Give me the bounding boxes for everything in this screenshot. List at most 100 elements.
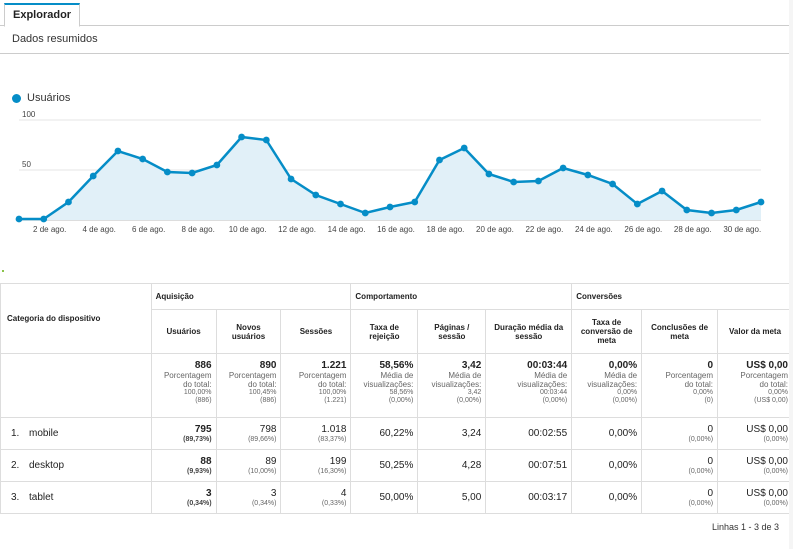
data-point	[114, 147, 122, 155]
data-point	[683, 206, 691, 214]
users-area	[19, 137, 761, 220]
cell-pages: 4,28	[417, 449, 487, 482]
subtab-bar: Dados resumidos	[0, 26, 793, 54]
y-axis: 100 50	[22, 110, 36, 169]
col-avg-duration[interactable]: Duração média da sessão	[485, 309, 573, 354]
group-acquisition: Aquisição	[150, 283, 352, 310]
x-tick-label: 6 de ago.	[132, 225, 165, 234]
col-goal-completions[interactable]: Conclusões de meta	[641, 309, 719, 354]
col-new-users[interactable]: Novos usuários	[215, 309, 282, 354]
cell-bounce: 60,22%	[350, 417, 419, 450]
group-behavior: Comportamento	[350, 283, 573, 310]
cell-conv-rate: 0,00%	[571, 449, 643, 482]
row-category-link[interactable]: mobile	[29, 428, 59, 439]
x-tick-label: 16 de ago.	[377, 225, 415, 234]
users-line-chart[interactable]: 100 50 2 de ago. 4 de ago. 6 de ago. 8 de ag…	[0, 105, 770, 240]
row-category: 3. tablet	[0, 481, 152, 514]
row-category: 2. desktop	[0, 449, 152, 482]
row-index: 3.	[11, 492, 20, 503]
totals-cell: 0,00% Média de visualizações: 0,00% (0,00%)	[571, 353, 643, 418]
subtab-dados-resumidos[interactable]: Dados resumidos	[12, 33, 98, 45]
row-category-link[interactable]: tablet	[29, 492, 54, 503]
col-goal-value[interactable]: Valor da meta	[717, 309, 793, 354]
data-point	[411, 198, 419, 206]
y-tick-label: 100	[22, 110, 36, 119]
data-point	[510, 178, 518, 186]
cell-duration: 00:07:51	[485, 449, 573, 482]
category-header[interactable]: Categoria do dispositivo	[0, 283, 152, 354]
data-point	[287, 175, 295, 183]
x-tick-label: 22 de ago.	[525, 225, 563, 234]
row-category-link[interactable]: desktop	[29, 460, 65, 471]
totals-cell: 3,42 Média de visualizações: 3,42 (0,00%)	[417, 353, 487, 418]
cell-sessions: 199 (16,30%)	[280, 449, 352, 482]
data-point	[732, 206, 740, 214]
cell-users: 795 (89,73%)	[150, 417, 217, 450]
data-point	[436, 156, 443, 164]
row-index: 2.	[11, 460, 20, 471]
table-row: 1. mobile 795 (89,73%) 798 (89,66%) 1.018 (8…	[0, 417, 793, 450]
rows-pagination: Linhas 1 - 3 de 3	[711, 522, 779, 532]
col-users[interactable]: Usuários	[150, 309, 217, 354]
data-point	[361, 209, 369, 217]
data-point	[164, 168, 171, 176]
legend-dot-icon	[12, 93, 21, 103]
data-point	[386, 203, 394, 211]
data-point	[757, 198, 765, 206]
cell-completions: 0 (0,00%)	[641, 481, 719, 514]
data-point	[337, 200, 344, 208]
x-tick-label: 24 de ago.	[575, 225, 613, 234]
data-point	[460, 144, 468, 152]
data-point	[188, 169, 196, 177]
data-point	[15, 215, 23, 223]
data-point	[213, 161, 221, 169]
legend-label: Usuários	[27, 92, 71, 104]
data-point	[40, 215, 48, 223]
data-point	[535, 177, 542, 185]
cell-users: 88 (9,93%)	[150, 449, 217, 482]
data-point	[89, 172, 97, 180]
cell-value: US$ 0,00 (0,00%)	[717, 449, 793, 482]
data-point	[609, 180, 616, 188]
cell-conv-rate: 0,00%	[571, 481, 643, 514]
tab-explorador[interactable]: Explorador	[4, 3, 81, 27]
data-point	[584, 171, 592, 179]
totals-empty	[0, 353, 152, 418]
cell-users: 3 (0,34%)	[150, 481, 217, 514]
cell-sessions: 4 (0,33%)	[280, 481, 352, 514]
x-tick-label: 28 de ago.	[674, 225, 712, 234]
col-pages-session[interactable]: Páginas / sessão	[417, 309, 487, 354]
x-tick-label: 12 de ago.	[278, 225, 316, 234]
data-point	[65, 198, 72, 206]
col-bounce-rate[interactable]: Taxa de rejeição	[350, 309, 419, 354]
cell-pages: 5,00	[417, 481, 487, 514]
cell-new-users: 798 (89,66%)	[215, 417, 282, 450]
x-tick-label: 8 de ago.	[181, 225, 214, 234]
x-tick-label: 4 de ago.	[83, 225, 116, 234]
data-point	[139, 155, 147, 163]
col-sessions[interactable]: Sessões	[280, 309, 352, 354]
vertical-scrollbar[interactable]	[789, 0, 793, 549]
x-tick-label: 14 de ago.	[328, 225, 366, 234]
x-tick-label: 10 de ago.	[229, 225, 267, 234]
cell-new-users: 89 (10,00%)	[215, 449, 282, 482]
y-tick-label: 50	[22, 160, 31, 169]
table-row: 2. desktop 88 (9,93%) 89 (10,00%) 199 (16,30…	[0, 449, 793, 482]
row-index: 1.	[11, 428, 20, 439]
cell-bounce: 50,25%	[350, 449, 419, 482]
chart-legend[interactable]: Usuários	[12, 92, 70, 104]
cell-completions: 0 (0,00%)	[641, 449, 719, 482]
device-category-table: Categoria do dispositivo Aquisição Compo…	[0, 283, 793, 514]
cell-completions: 0 (0,00%)	[641, 417, 719, 450]
totals-cell: 890 Porcentagem do total: 100,45% (886)	[215, 353, 282, 418]
data-point	[658, 187, 666, 195]
cell-duration: 00:03:17	[485, 481, 573, 514]
x-tick-label: 2 de ago.	[33, 225, 66, 234]
totals-cell: 1.221 Porcentagem do total: 100,00% (1.221)	[280, 353, 352, 418]
cell-conv-rate: 0,00%	[571, 417, 643, 450]
decorative-dot	[2, 270, 4, 272]
col-goal-conv-rate[interactable]: Taxa de conversão de meta	[571, 309, 643, 354]
cell-value: US$ 0,00 (0,00%)	[717, 417, 793, 450]
cell-new-users: 3 (0,34%)	[215, 481, 282, 514]
totals-cell: 886 Porcentagem do total: 100,00% (886)	[150, 353, 217, 418]
